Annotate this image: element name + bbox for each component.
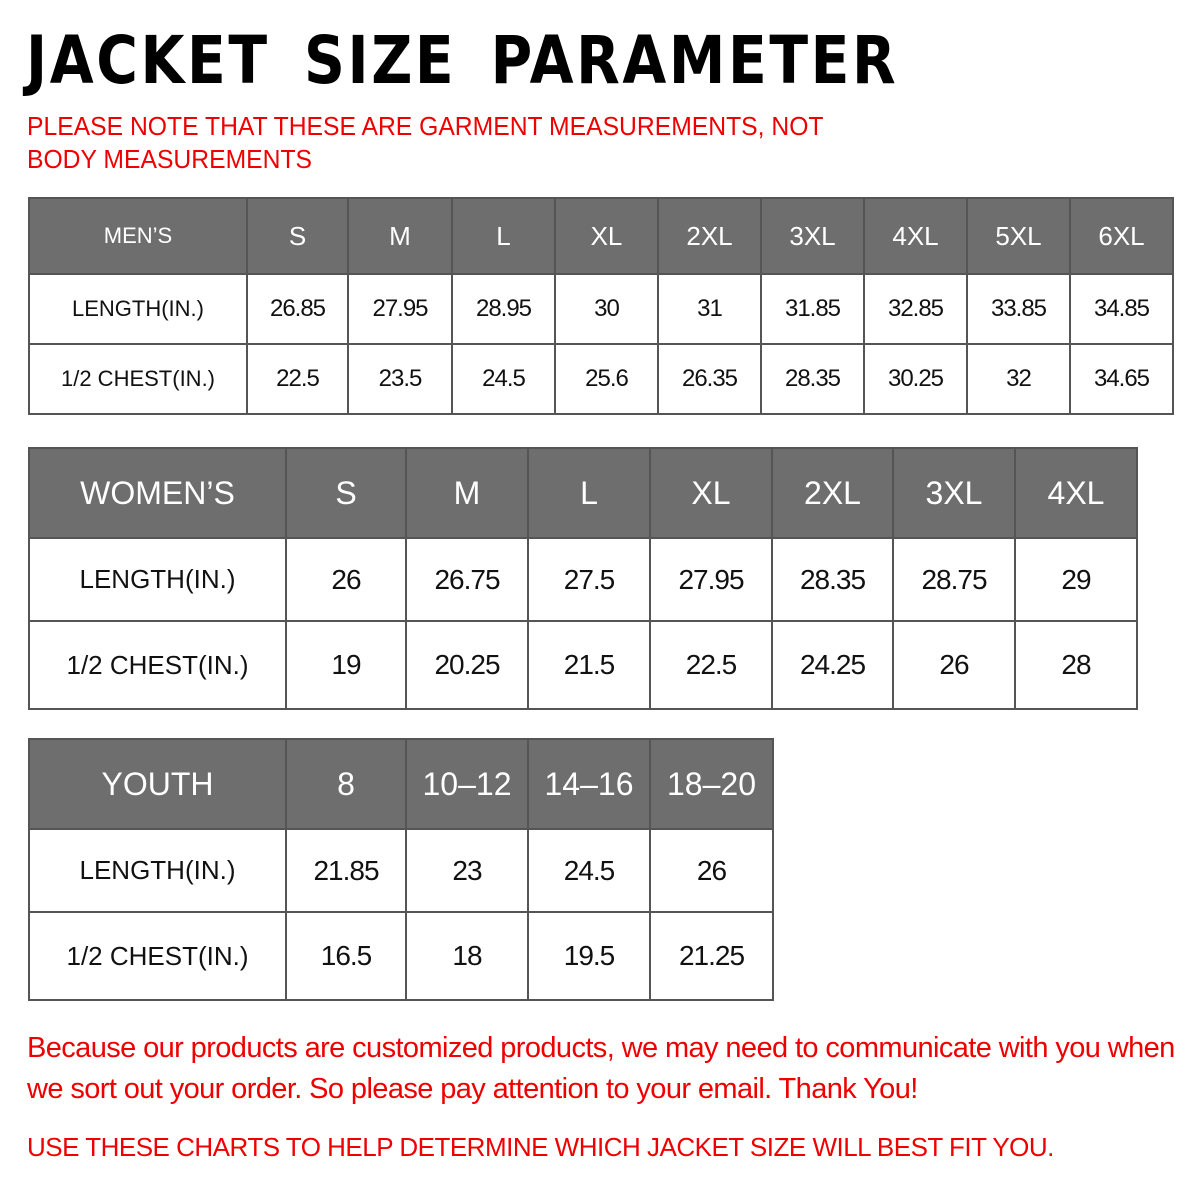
customization-notice: Because our products are customized prod… xyxy=(27,1032,1175,1105)
measurement-cell: 22.5 xyxy=(246,343,349,415)
size-header-cell: 8 xyxy=(285,738,407,830)
table-category-label: YOUTH xyxy=(28,738,287,830)
measurement-cell: 26.75 xyxy=(405,537,529,622)
row-label: 1/2 CHEST(IN.) xyxy=(28,343,248,415)
measurement-cell: 27.95 xyxy=(347,273,453,345)
header-row: MEN’S S M L XL 2XL 3XL 4XL 5XL 6XL xyxy=(28,197,1174,275)
page-title: JACKET SIZE PARAMETER xyxy=(26,22,899,99)
measurement-cell: 23 xyxy=(405,828,529,913)
measurement-cell: 28.35 xyxy=(771,537,894,622)
row-label: LENGTH(IN.) xyxy=(28,273,248,345)
measurement-cell: 28.95 xyxy=(451,273,556,345)
measurement-cell: 29 xyxy=(1014,537,1138,622)
size-header-cell: 2XL xyxy=(657,197,762,275)
size-header-cell: S xyxy=(246,197,349,275)
measurement-cell: 24.5 xyxy=(527,828,651,913)
measurement-cell: 30.25 xyxy=(863,343,968,415)
size-header-cell: 18–20 xyxy=(649,738,774,830)
measurement-cell: 22.5 xyxy=(649,620,773,710)
measurement-cell: 23.5 xyxy=(347,343,453,415)
measurement-cell: 31 xyxy=(657,273,762,345)
size-header-cell: 3XL xyxy=(892,447,1016,539)
measurement-cell: 31.85 xyxy=(760,273,865,345)
measurement-cell: 30 xyxy=(554,273,659,345)
measurement-cell: 32 xyxy=(966,343,1071,415)
measurement-cell: 26 xyxy=(892,620,1016,710)
size-header-cell: 4XL xyxy=(1014,447,1138,539)
measurement-cell: 26 xyxy=(649,828,774,913)
row-label: 1/2 CHEST(IN.) xyxy=(28,911,287,1001)
size-header-cell: 5XL xyxy=(966,197,1071,275)
measurement-note: PLEASE NOTE THAT THESE ARE GARMENT MEASU… xyxy=(27,111,824,174)
womens-size-table: WOMEN’S S M L XL 2XL 3XL 4XL LENGTH(IN.) 26 26.75 2… xyxy=(28,447,1138,710)
size-header-cell: L xyxy=(527,447,651,539)
size-header-cell: 3XL xyxy=(760,197,865,275)
row-label: 1/2 CHEST(IN.) xyxy=(28,620,287,710)
measurement-cell: 34.85 xyxy=(1069,273,1174,345)
table-row: LENGTH(IN.) 26 26.75 27.5 27.95 28.35 28.75 29 xyxy=(28,537,1138,622)
row-label: LENGTH(IN.) xyxy=(28,537,287,622)
measurement-cell: 21.85 xyxy=(285,828,407,913)
size-header-cell: XL xyxy=(649,447,773,539)
measurement-cell: 19.5 xyxy=(527,911,651,1001)
header-row: WOMEN’S S M L XL 2XL 3XL 4XL xyxy=(28,447,1138,539)
table-row: 1/2 CHEST(IN.) 16.5 18 19.5 21.25 xyxy=(28,911,774,1001)
row-label: LENGTH(IN.) xyxy=(28,828,287,913)
measurement-cell: 18 xyxy=(405,911,529,1001)
measurement-cell: 20.25 xyxy=(405,620,529,710)
size-header-cell: 2XL xyxy=(771,447,894,539)
measurement-cell: 19 xyxy=(285,620,407,710)
measurement-cell: 21.25 xyxy=(649,911,774,1001)
measurement-cell: 26 xyxy=(285,537,407,622)
size-header-cell: M xyxy=(347,197,453,275)
measurement-cell: 28.75 xyxy=(892,537,1016,622)
table-row: 1/2 CHEST(IN.) 22.5 23.5 24.5 25.6 26.35 28.35… xyxy=(28,343,1174,415)
size-header-cell: XL xyxy=(554,197,659,275)
youth-size-table: YOUTH 8 10–12 14–16 18–20 LENGTH(IN.) 21.85 23 2… xyxy=(28,738,774,1001)
size-header-cell: 6XL xyxy=(1069,197,1174,275)
measurement-cell: 28.35 xyxy=(760,343,865,415)
table-row: LENGTH(IN.) 26.85 27.95 28.95 30 31 31.85 32.85… xyxy=(28,273,1174,345)
measurement-cell: 24.5 xyxy=(451,343,556,415)
size-header-cell: 10–12 xyxy=(405,738,529,830)
measurement-cell: 32.85 xyxy=(863,273,968,345)
measurement-cell: 34.65 xyxy=(1069,343,1174,415)
measurement-cell: 33.85 xyxy=(966,273,1071,345)
mens-size-table: MEN’S S M L XL 2XL 3XL 4XL 5XL 6XL LENGTH(IN.) 26.8… xyxy=(28,197,1174,415)
measurement-cell: 28 xyxy=(1014,620,1138,710)
measurement-cell: 25.6 xyxy=(554,343,659,415)
table-row: LENGTH(IN.) 21.85 23 24.5 26 xyxy=(28,828,774,913)
size-header-cell: M xyxy=(405,447,529,539)
table-category-label: MEN’S xyxy=(28,197,248,275)
measurement-cell: 26.35 xyxy=(657,343,762,415)
measurement-cell: 26.85 xyxy=(246,273,349,345)
measurement-cell: 27.5 xyxy=(527,537,651,622)
measurement-cell: 27.95 xyxy=(649,537,773,622)
measurement-cell: 16.5 xyxy=(285,911,407,1001)
header-row: YOUTH 8 10–12 14–16 18–20 xyxy=(28,738,774,830)
size-header-cell: 4XL xyxy=(863,197,968,275)
measurement-cell: 24.25 xyxy=(771,620,894,710)
table-category-label: WOMEN’S xyxy=(28,447,287,539)
size-header-cell: L xyxy=(451,197,556,275)
size-advice: USE THESE CHARTS TO HELP DETERMINE WHICH… xyxy=(27,1132,1054,1162)
size-header-cell: 14–16 xyxy=(527,738,651,830)
size-header-cell: S xyxy=(285,447,407,539)
measurement-cell: 21.5 xyxy=(527,620,651,710)
table-row: 1/2 CHEST(IN.) 19 20.25 21.5 22.5 24.25 26 28 xyxy=(28,620,1138,710)
